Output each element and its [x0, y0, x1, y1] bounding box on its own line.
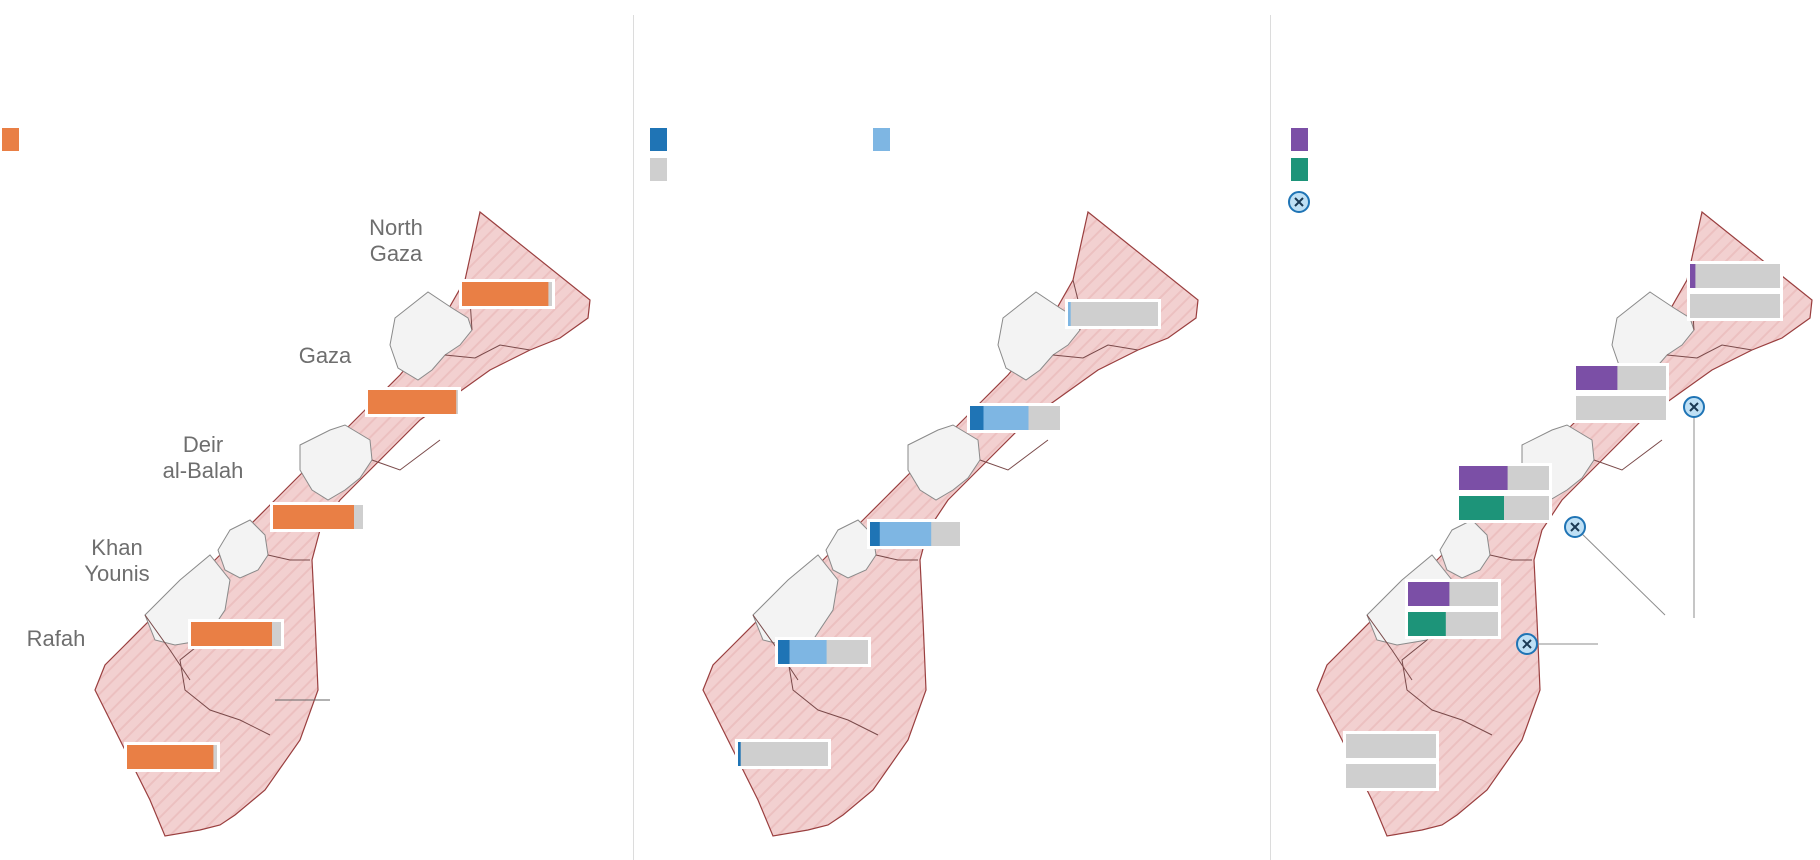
governorate-boundary [1593, 439, 1663, 471]
bar-track [1068, 302, 1158, 326]
humanitarian-zone [1439, 519, 1491, 579]
governorate-boundary [179, 639, 271, 736]
crossing-marker-1 [1683, 396, 1705, 418]
governorate-boundary [444, 344, 531, 359]
crossing-x [1570, 522, 1580, 532]
panel-divider [633, 15, 634, 860]
bar-segment-primary_dark [870, 522, 880, 546]
bar-group-services-khan-younis [1405, 579, 1501, 639]
bar-segment-idp_share [273, 505, 354, 529]
humanitarian-zone [907, 424, 981, 501]
region-label-north-gaza: North [369, 215, 423, 240]
bar-group-displacement-deir-al-balah [270, 502, 366, 532]
governorate-boundary [1666, 344, 1753, 359]
bar-segment-metric_teal [1459, 496, 1504, 520]
governorate-boundary [1052, 344, 1139, 359]
bar-group-services-gaza [1573, 363, 1669, 423]
region-label-deir-al-balah: al-Balah [163, 458, 244, 483]
bar-segment-idp_share [368, 390, 457, 414]
legend-swatch-primary_dark [650, 128, 667, 151]
region-label-khan-younis: Khan [91, 535, 142, 560]
bar-segment-idp_share [462, 282, 549, 306]
legend-swatch-metric_teal [1291, 158, 1308, 181]
humanitarian-zone [997, 291, 1081, 381]
region-label-rafah: Rafah [27, 626, 86, 651]
governorate-boundary [979, 439, 1049, 471]
bar-segment-metric_purple [1690, 264, 1696, 288]
humanitarian-zone [752, 554, 839, 646]
bar-segment-idp_share [127, 745, 214, 769]
bar-group-facilities-khan-younis [775, 637, 871, 667]
bar-group-displacement-gaza [365, 387, 461, 417]
crossing-x [1294, 197, 1304, 207]
bar-group-displacement-rafah [124, 742, 220, 772]
bar-group-displacement-khan-younis [188, 619, 284, 649]
region-label-north-gaza: Gaza [370, 241, 423, 266]
governorate-boundary [1489, 554, 1532, 561]
humanitarian-zone [299, 424, 373, 501]
bar-group-displacement-north-gaza [459, 279, 555, 309]
humanitarian-zone [389, 291, 473, 381]
legend-swatch-metric_purple [1291, 128, 1308, 151]
bar-track [1576, 396, 1666, 420]
humanitarian-zone [825, 519, 877, 579]
bar-segment-primary_dark [738, 742, 741, 766]
bar-group-services-rafah [1343, 731, 1439, 791]
bar-segment-primary_light [983, 406, 1029, 430]
legend-swatch-remaining [650, 158, 667, 181]
governorate-boundary [1366, 614, 1413, 681]
bar-segment-primary_light [789, 640, 827, 664]
crossing-marker-3 [1516, 633, 1538, 655]
bar-group-facilities-deir-al-balah [867, 519, 963, 549]
crossing-x [1522, 639, 1532, 649]
bar-segment-metric_purple [1408, 582, 1450, 606]
crossing-leader [1574, 526, 1666, 616]
crossing-marker-2 [1564, 516, 1586, 538]
governorate-boundary [267, 554, 310, 561]
legend-swatch-primary_light [873, 128, 890, 151]
bar-group-services-deir-al-balah [1456, 463, 1552, 523]
bar-segment-metric_teal [1408, 612, 1446, 636]
bar-segment-idp_share [191, 622, 272, 646]
governorate-boundary [144, 614, 191, 681]
bar-segment-primary_dark [778, 640, 790, 664]
bar-track [1690, 264, 1780, 288]
bar-segment-metric_purple [1459, 466, 1508, 490]
governorate-boundary [1401, 639, 1493, 736]
legend-crossing-icon [1288, 191, 1310, 213]
bar-track [738, 742, 828, 766]
panel-divider [1270, 15, 1271, 860]
bar-segment-metric_purple [1576, 366, 1618, 390]
bar-group-facilities-north-gaza [1065, 299, 1161, 329]
region-label-deir-al-balah: Deir [183, 432, 223, 457]
humanitarian-zone [217, 519, 269, 579]
region-label-khan-younis: Younis [84, 561, 149, 586]
gaza-map-panel-2 [702, 210, 1199, 837]
bar-group-facilities-gaza [967, 403, 1063, 433]
region-label-gaza: Gaza [299, 343, 352, 368]
governorate-boundary [875, 554, 918, 561]
bar-segment-primary_light [1068, 302, 1071, 326]
bar-group-facilities-rafah [735, 739, 831, 769]
governorate-boundary [371, 439, 441, 471]
crossing-x [1689, 402, 1699, 412]
bar-segment-primary_light [879, 522, 932, 546]
bar-segment-primary_dark [970, 406, 984, 430]
bar-track [1690, 294, 1780, 318]
legend-swatch-idp_share [2, 128, 19, 151]
bar-group-services-north-gaza [1687, 261, 1783, 321]
bar-track [1346, 764, 1436, 788]
bar-track [1346, 734, 1436, 758]
